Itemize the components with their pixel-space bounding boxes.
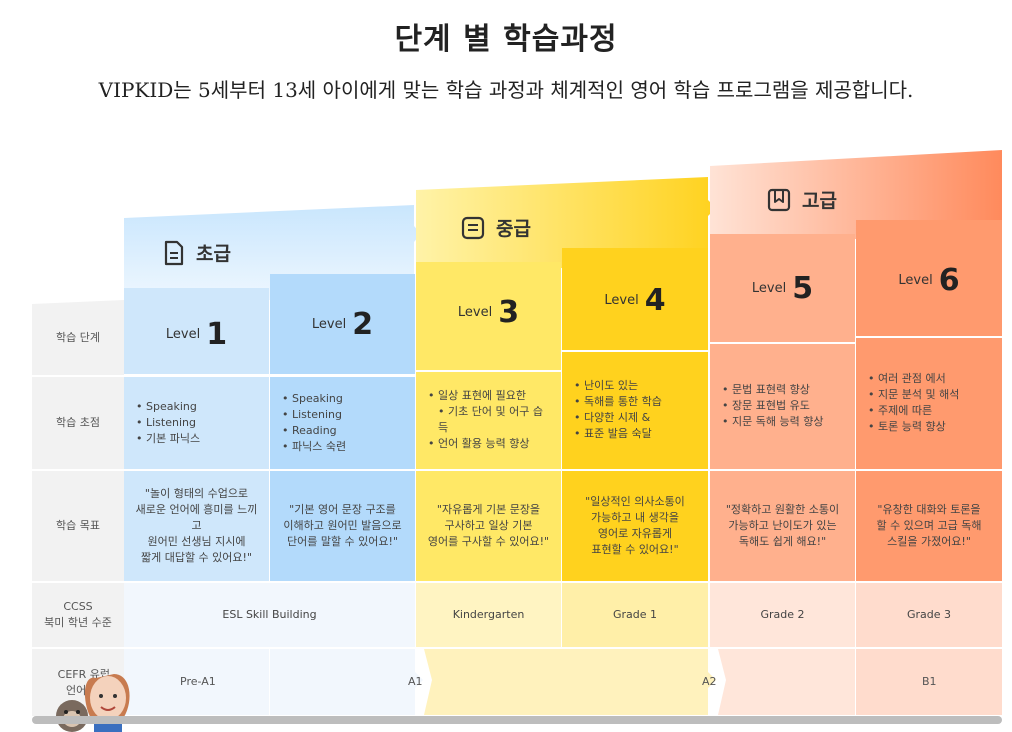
level-word: Level bbox=[604, 292, 639, 308]
list-item: 파닉스 숙련 bbox=[282, 439, 346, 455]
list-item: 장문 표현법 유도 bbox=[722, 398, 823, 414]
list-item: 표준 발음 숙달 bbox=[574, 426, 662, 442]
cefr-a2: A2 bbox=[702, 675, 717, 688]
goal-line: "자유롭게 기본 문장을 bbox=[436, 503, 541, 517]
list-item: 기본 파닉스 bbox=[136, 431, 200, 447]
goal-line: "정확하고 원활한 소통이 bbox=[725, 503, 840, 517]
tier-advanced-label: 고급 bbox=[802, 190, 837, 212]
level-number: 1 bbox=[206, 316, 228, 352]
goal-line: 가능하고 난이도가 있는 bbox=[728, 519, 837, 533]
level-3-header: Level 3 bbox=[416, 278, 561, 346]
ccss-grade-3: Grade 3 bbox=[906, 608, 952, 622]
ccss-grade-2: Grade 2 bbox=[760, 608, 805, 622]
ccss-esl: ESL Skill Building bbox=[222, 608, 317, 622]
goal-line: 할 수 있으며 고급 독해 bbox=[876, 519, 982, 533]
level-1-focus: SpeakingListening기본 파닉스 bbox=[124, 378, 269, 468]
list-item: 토론 능력 향상 bbox=[868, 419, 959, 435]
tier-beginner-label: 초급 bbox=[196, 243, 231, 265]
tier-intermediate-label: 중급 bbox=[496, 218, 531, 240]
list-item: 문법 표현력 향상 bbox=[722, 382, 823, 398]
cefr-b1: B1 bbox=[922, 675, 937, 688]
list-item: 여러 관점 에서 bbox=[868, 371, 959, 387]
row-label-focus: 학습 초점 bbox=[56, 416, 100, 430]
list-item: 지문 분석 및 해석 bbox=[868, 387, 959, 403]
row-label-stage: 학습 단계 bbox=[56, 331, 100, 345]
list-item: 언어 활용 능력 향상 bbox=[428, 436, 553, 452]
document-icon bbox=[164, 240, 184, 265]
level-3-focus: 일상 표현에 필요한기초 단어 및 어구 습득언어 활용 능력 향상 bbox=[416, 372, 561, 468]
list-item: Listening bbox=[282, 407, 346, 423]
level-6-focus: 여러 관점 에서지문 분석 및 해석주제에 따른토론 능력 향상 bbox=[856, 338, 1002, 468]
level-word: Level bbox=[165, 326, 201, 342]
level-word: Level bbox=[898, 272, 933, 288]
level-1-header: Level 1 bbox=[124, 300, 269, 368]
level-4-focus: 난이도 있는독해를 통한 학습다양한 시제 &표준 발음 숙달 bbox=[562, 352, 708, 468]
page-subtitle: VIPKID는 5세부터 13세 아이에게 맞는 학습 과정과 체계적인 영어 … bbox=[98, 78, 914, 102]
level-2-focus: SpeakingListeningReading파닉스 숙련 bbox=[270, 378, 415, 468]
level-2-header: Level 2 bbox=[270, 290, 415, 358]
list-item: Reading bbox=[282, 423, 346, 439]
bookmark-icon bbox=[767, 188, 791, 211]
level-number: 4 bbox=[644, 282, 666, 318]
level-4-header: Level 4 bbox=[562, 266, 708, 334]
row-label-goal: 학습 목표 bbox=[56, 519, 100, 533]
list-item: 지문 독해 능력 향상 bbox=[722, 414, 823, 430]
goal-line: 스킬을 가졌어요!" bbox=[887, 534, 971, 548]
level-number: 2 bbox=[352, 306, 374, 342]
tier-beginner: 초급 bbox=[162, 239, 231, 266]
list-item: 주제에 따른 bbox=[868, 403, 959, 419]
goal-line: 단어를 말할 수 있어요!" bbox=[286, 534, 399, 548]
level-5-header: Level 5 bbox=[710, 254, 855, 322]
level-6-header: Level 6 bbox=[856, 246, 1002, 314]
goal-line: 이해하고 원어민 발음으로 bbox=[283, 519, 402, 533]
level-number: 3 bbox=[498, 294, 520, 330]
goal-line: "유창한 대화와 토론을 bbox=[877, 503, 981, 517]
list-item: 다양한 시제 & bbox=[574, 410, 662, 426]
level-5-focus: 문법 표현력 향상장문 표현법 유도지문 독해 능력 향상 bbox=[710, 344, 855, 468]
goal-line: 독해도 쉽게 해요!" bbox=[738, 534, 827, 548]
list-item: Listening bbox=[136, 415, 200, 431]
row-label-ccss-line1: CCSS bbox=[63, 600, 93, 614]
goal-line: 가능하고 내 생각을 bbox=[591, 511, 679, 525]
list-item: Speaking bbox=[136, 399, 200, 415]
list-item: 난이도 있는 bbox=[574, 378, 662, 394]
cefr-a1: A1 bbox=[408, 675, 423, 688]
level-word: Level bbox=[457, 304, 493, 320]
goal-line: 원어민 선생님 지시에 bbox=[147, 534, 246, 548]
tier-intermediate: 중급 bbox=[460, 214, 531, 241]
goal-line: "놀이 형태의 수업으로 bbox=[144, 487, 249, 501]
cefr-pre-a1: Pre-A1 bbox=[180, 675, 216, 688]
level-word: Level bbox=[751, 280, 787, 296]
goal-line: 영어로 자유롭게 bbox=[597, 527, 673, 540]
goal-line: "일상적인 의사소통이 bbox=[585, 495, 685, 509]
level-number: 5 bbox=[792, 270, 814, 306]
level-number: 6 bbox=[938, 262, 960, 298]
goal-line: 구사하고 일상 기본 bbox=[444, 519, 533, 533]
ccss-grade-1: Grade 1 bbox=[612, 608, 658, 622]
mascot-avatar bbox=[56, 674, 130, 732]
notebook-icon bbox=[461, 216, 485, 239]
goal-line: 새로운 언어에 흥미를 느끼고 bbox=[135, 503, 258, 533]
list-item: 독해를 통한 학습 bbox=[574, 394, 662, 410]
tier-advanced: 고급 bbox=[766, 186, 837, 213]
goal-line: "기본 영어 문장 구조를 bbox=[289, 503, 396, 517]
list-item: 일상 표현에 필요한 bbox=[428, 388, 553, 404]
list-item: 기초 단어 및 어구 습득 bbox=[428, 404, 553, 436]
list-item: Speaking bbox=[282, 391, 346, 407]
goal-line: 짧게 대답할 수 있어요!" bbox=[140, 550, 253, 564]
goal-line: 영어를 구사할 수 있어요!" bbox=[427, 534, 550, 548]
row-label-ccss-line2: 북미 학년 수준 bbox=[44, 616, 112, 629]
level-word: Level bbox=[311, 316, 347, 332]
goal-line: 표현할 수 있어요!" bbox=[591, 542, 679, 556]
row-label-ccss: CCSS 북미 학년 수준 bbox=[32, 584, 124, 646]
page-title: 단계 별 학습과정 bbox=[394, 22, 618, 57]
ccss-kindergarten: Kindergarten bbox=[452, 608, 525, 622]
horizontal-scrollbar[interactable] bbox=[32, 716, 1002, 724]
